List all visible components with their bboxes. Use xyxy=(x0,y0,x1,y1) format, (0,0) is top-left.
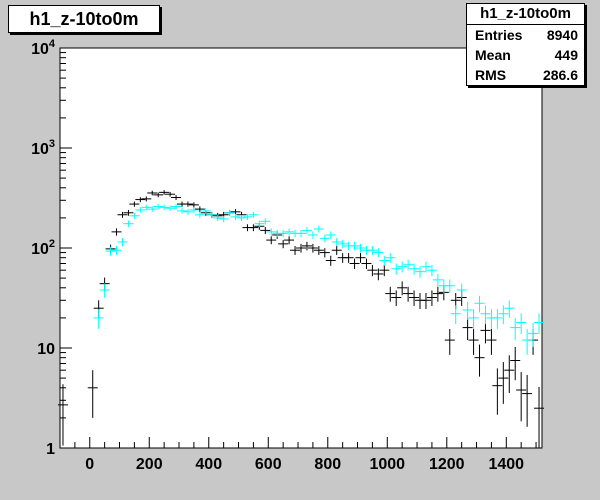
x-axis: 0 200 400 600 800 1000 1200 1400 xyxy=(59,437,537,473)
x-tick-label: 0 xyxy=(85,456,94,473)
x-tick-label: 1200 xyxy=(429,456,465,473)
y-tick-label: 10 xyxy=(37,341,55,358)
title-box: h1_z-10to0m xyxy=(8,5,160,33)
stat-label: Mean xyxy=(475,47,511,63)
x-tick-label: 400 xyxy=(195,456,222,473)
x-tick-label: 1000 xyxy=(369,456,405,473)
stat-row-rms: RMS 286.6 xyxy=(467,65,584,85)
stat-value: 8940 xyxy=(546,27,578,43)
stat-label: RMS xyxy=(475,67,507,83)
y-tick-label: 1 xyxy=(46,441,55,458)
x-tick-label: 200 xyxy=(136,456,163,473)
y-tick-label: 102 xyxy=(31,238,55,258)
stat-label: Entries xyxy=(475,27,523,43)
stat-value: 449 xyxy=(554,47,578,63)
stat-row-mean: Mean 449 xyxy=(467,45,584,65)
stat-value: 286.6 xyxy=(542,67,578,83)
y-tick-label: 103 xyxy=(31,138,55,158)
stat-row-entries: Entries 8940 xyxy=(467,25,584,45)
stats-box: h1_z-10to0m Entries 8940 Mean 449 RMS 28… xyxy=(466,3,585,86)
histogram-title: h1_z-10to0m xyxy=(29,9,139,29)
stats-title: h1_z-10to0m xyxy=(467,4,584,25)
y-tick-label: 104 xyxy=(31,38,56,58)
x-tick-label: 1400 xyxy=(488,456,524,473)
x-tick-label: 600 xyxy=(255,456,282,473)
data-marks xyxy=(57,190,545,448)
y-axis: 1 10 102 103 104 xyxy=(31,38,72,458)
x-tick-label: 800 xyxy=(314,456,341,473)
